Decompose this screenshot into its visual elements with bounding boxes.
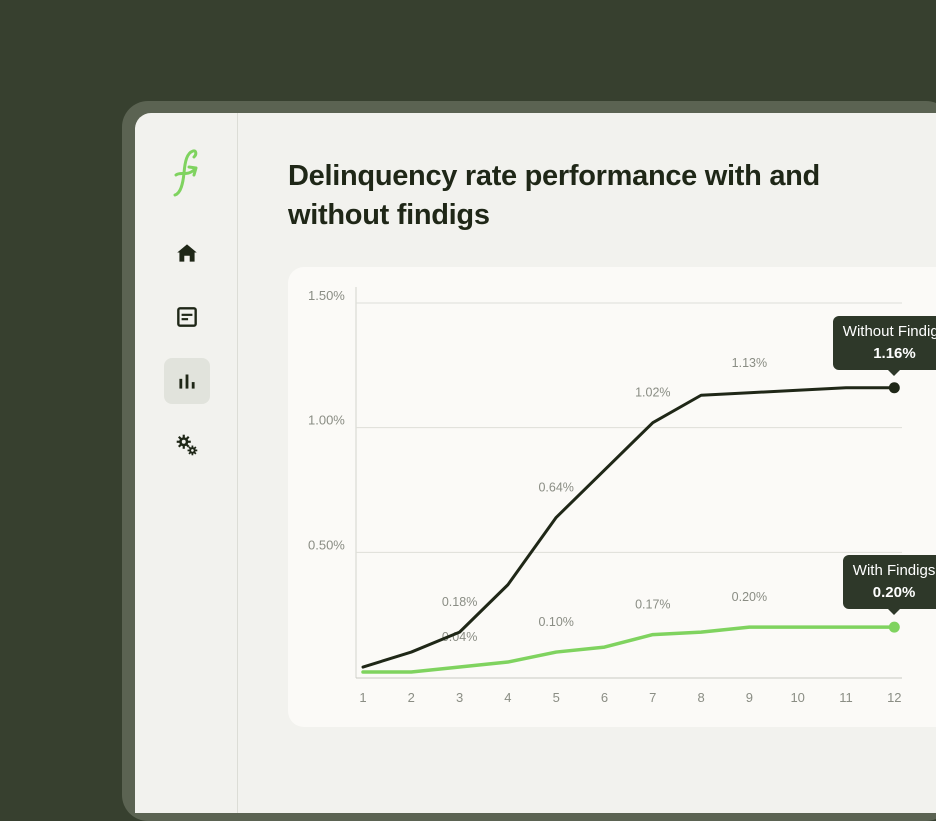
x-tick-label: 4 <box>504 690 511 705</box>
home-icon <box>177 244 197 262</box>
endpoint-without-findigs <box>888 382 900 394</box>
page-title: Delinquency rate performance with and wi… <box>288 160 820 231</box>
data-label: 0.20% <box>732 590 767 604</box>
series-line-without-findigs <box>361 386 896 669</box>
tooltip-series-name: With Findigs <box>852 562 936 580</box>
x-tick-label: 6 <box>601 690 608 705</box>
sidebar-item-analytics[interactable] <box>164 358 210 404</box>
data-label: 1.02% <box>635 386 670 400</box>
document-icon <box>177 307 197 327</box>
data-label: 0.10% <box>538 615 573 629</box>
bar-chart-icon <box>179 374 195 389</box>
findigs-logo[interactable] <box>165 147 205 199</box>
chart-card: 1.50% 1.00% 0.50% 1 2 3 4 5 6 7 8 9 10 11 12 0.04% 0.10%… <box>288 267 936 727</box>
sidebar <box>135 113 238 813</box>
gears-icon <box>176 434 198 456</box>
x-tick-label: 7 <box>649 690 656 705</box>
series-line-with-findigs <box>361 625 897 674</box>
tooltip-series-name: Without Findigs <box>842 322 936 340</box>
y-tick-label: 1.50% <box>308 288 345 303</box>
tooltip-with-findigs: With Findigs 0.20% <box>842 555 936 616</box>
data-label: 0.64% <box>538 480 573 494</box>
x-tick-label: 5 <box>553 690 560 705</box>
data-label: 0.04% <box>442 630 477 644</box>
x-tick-label: 2 <box>408 690 415 705</box>
endpoint-with-findigs <box>888 621 900 633</box>
y-tick-label: 1.00% <box>308 413 345 428</box>
app-window: Delinquency rate performance with and wi… <box>135 113 936 813</box>
tooltip-without-findigs: Without Findigs 1.16% <box>832 315 936 376</box>
x-tick-label: 10 <box>790 690 804 705</box>
tooltip-series-value: 0.20% <box>872 584 916 602</box>
data-label: 1.13% <box>732 356 767 370</box>
x-tick-label: 1 <box>359 690 366 705</box>
sidebar-item-settings[interactable] <box>164 422 210 468</box>
sidebar-item-home[interactable] <box>164 230 210 276</box>
x-tick-label: 9 <box>746 690 753 705</box>
x-tick-label: 8 <box>697 690 704 705</box>
data-label: 0.18% <box>442 595 477 609</box>
tooltip-series-value: 1.16% <box>873 344 916 362</box>
y-tick-label: 0.50% <box>308 537 345 552</box>
x-tick-label: 11 <box>839 690 853 705</box>
delinquency-line-chart: 1.50%1.00%0.50%1 2 3 4 5 6 7 8 9 10 11 120.04%0.10%… <box>308 287 902 705</box>
x-tick-label: 3 <box>456 690 463 705</box>
data-label: 0.17% <box>635 598 670 612</box>
x-tick-label: 12 <box>887 690 901 705</box>
sidebar-item-reports[interactable] <box>164 294 210 340</box>
